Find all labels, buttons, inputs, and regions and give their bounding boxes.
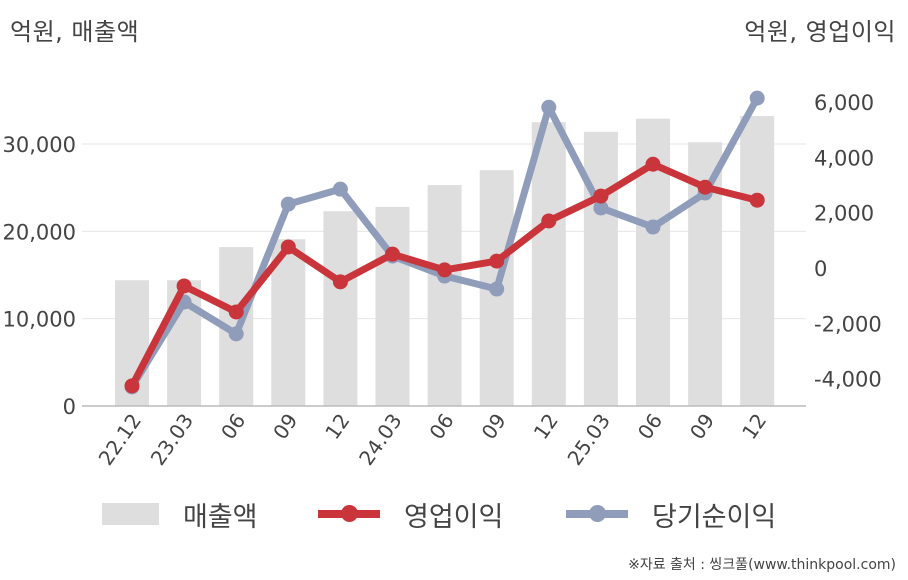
left-axis-tick-label: 30,000 bbox=[3, 133, 76, 157]
x-axis-tick-label: 12 bbox=[529, 409, 563, 444]
operating-profit-point[interactable] bbox=[437, 262, 453, 278]
legend-item-net-income[interactable]: 당기순이익 bbox=[566, 494, 776, 534]
operating-profit-point[interactable] bbox=[280, 239, 296, 255]
operating-profit-point[interactable] bbox=[228, 304, 244, 320]
left-axis-tick-label: 0 bbox=[63, 395, 76, 419]
x-axis-tick-label: 06 bbox=[424, 409, 458, 444]
right-axis-tick-label: -2,000 bbox=[814, 312, 882, 336]
operating-profit-point[interactable] bbox=[541, 213, 557, 229]
operating-profit-point[interactable] bbox=[697, 179, 713, 195]
net-income-point[interactable] bbox=[332, 181, 348, 197]
line-marker-swatch-icon bbox=[318, 505, 380, 522]
left-axis-tick-label: 10,000 bbox=[3, 308, 76, 332]
legend-label-sales: 매출액 bbox=[183, 501, 258, 533]
net-income-point[interactable] bbox=[749, 90, 765, 106]
operating-profit-point[interactable] bbox=[332, 274, 348, 290]
x-axis-tick-label: 06 bbox=[633, 409, 667, 444]
right-axis-tick-label: 4,000 bbox=[814, 146, 874, 170]
operating-profit-point[interactable] bbox=[176, 278, 192, 294]
x-axis-tick-label: 12 bbox=[320, 409, 354, 444]
right-axis-tick-label: -4,000 bbox=[814, 368, 882, 392]
net-income-point[interactable] bbox=[645, 219, 661, 235]
operating-profit-point[interactable] bbox=[489, 253, 505, 269]
legend-label-operating-profit: 영업이익 bbox=[404, 501, 504, 533]
right-axis-tick-label: 6,000 bbox=[814, 91, 874, 115]
net-income-point[interactable] bbox=[228, 326, 244, 342]
x-axis-tick-label: 09 bbox=[685, 409, 719, 444]
legend-item-operating-profit[interactable]: 영업이익 bbox=[318, 494, 503, 534]
right-axis-tick-label: 0 bbox=[814, 257, 827, 281]
bar-swatch-icon bbox=[102, 503, 159, 525]
sales-bar[interactable] bbox=[271, 239, 306, 406]
right-axis-tick-label: 2,000 bbox=[814, 202, 874, 226]
net-income-point[interactable] bbox=[280, 196, 296, 212]
operating-profit-point[interactable] bbox=[749, 192, 765, 208]
combo-chart: 0 10,000 20,000 30,000 -4,000 -2,000 0 2,000 4,0… bbox=[3, 90, 882, 470]
x-axis-tick-label: 25.03 bbox=[562, 409, 615, 470]
x-axis-tick-label: 09 bbox=[268, 409, 302, 444]
sales-bar[interactable] bbox=[531, 122, 566, 407]
legend-label-net-income: 당기순이익 bbox=[652, 501, 777, 533]
right-axis-unit-label: 억원, 영업이익 bbox=[744, 18, 896, 46]
operating-profit-point[interactable] bbox=[385, 246, 400, 262]
net-income-point[interactable] bbox=[489, 281, 505, 297]
operating-profit-point[interactable] bbox=[645, 156, 661, 172]
chart-legend: 매출액 영업이익 당기순이익 bbox=[0, 494, 908, 534]
data-source-note: ※자료 출처 : 씽크풀(www.thinkpool.com) bbox=[628, 557, 896, 573]
net-income-point[interactable] bbox=[541, 99, 557, 115]
operating-profit-point[interactable] bbox=[124, 378, 140, 394]
x-axis-tick-label: 23.03 bbox=[146, 409, 199, 470]
x-axis-tick-label: 12 bbox=[737, 409, 771, 444]
left-axis-unit-label: 억원, 매출액 bbox=[10, 18, 140, 46]
x-axis-tick-label: 09 bbox=[477, 409, 511, 444]
operating-profit-point[interactable] bbox=[593, 188, 609, 204]
sales-bar[interactable] bbox=[323, 211, 358, 406]
left-axis-tick-label: 20,000 bbox=[3, 220, 76, 244]
line-marker-swatch-icon bbox=[566, 505, 628, 522]
sales-bar[interactable] bbox=[740, 116, 775, 406]
x-axis-tick-label: 24.03 bbox=[354, 409, 407, 470]
sales-bar[interactable] bbox=[427, 185, 462, 406]
sales-bar[interactable] bbox=[583, 131, 618, 407]
x-axis-tick-label: 22.12 bbox=[94, 409, 147, 470]
legend-item-sales[interactable]: 매출액 bbox=[102, 494, 258, 534]
net-income-point[interactable] bbox=[593, 200, 609, 216]
x-axis-tick-label: 06 bbox=[216, 409, 250, 444]
